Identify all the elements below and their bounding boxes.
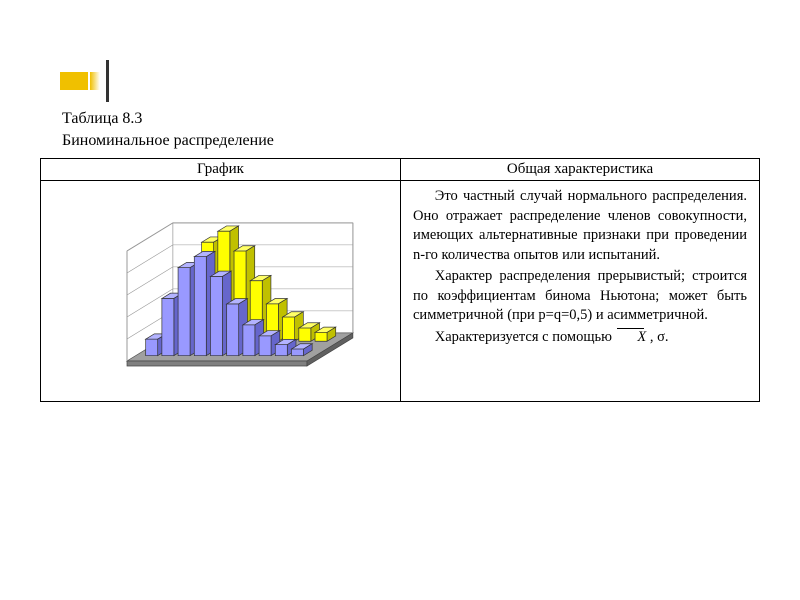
title-block: Таблица 8.3 Биноминальное распределение	[62, 108, 274, 153]
table: График Общая характеристика Это частный …	[40, 158, 760, 402]
bar-chart-3d	[71, 199, 371, 387]
paragraph-2: Характер распределения прерывистый; стро…	[413, 267, 747, 326]
table-cell-chart	[41, 181, 401, 401]
paragraph-1: Это частный случай нормального рас­преде…	[413, 187, 747, 265]
paragraph-3: Характеризуется с помощью X , σ.	[413, 328, 747, 348]
table-cell-text: Это частный случай нормального рас­преде…	[401, 181, 759, 401]
deco-line	[106, 60, 109, 102]
table-header-right: Общая характеристика	[401, 159, 759, 180]
header-decoration	[60, 60, 109, 102]
deco-block	[60, 72, 88, 90]
p3-suffix: , σ.	[646, 329, 668, 345]
deco-gradient	[90, 72, 100, 90]
table-body-row: Это частный случай нормального рас­преде…	[41, 181, 759, 401]
table-header-left: График	[41, 159, 401, 180]
x-bar-symbol: X	[616, 328, 647, 348]
table-header-row: График Общая характеристика	[41, 159, 759, 181]
title-line-2: Биноминальное распределение	[62, 130, 274, 152]
p3-prefix: Характеризуется с помощью	[435, 329, 616, 345]
title-line-1: Таблица 8.3	[62, 108, 274, 130]
